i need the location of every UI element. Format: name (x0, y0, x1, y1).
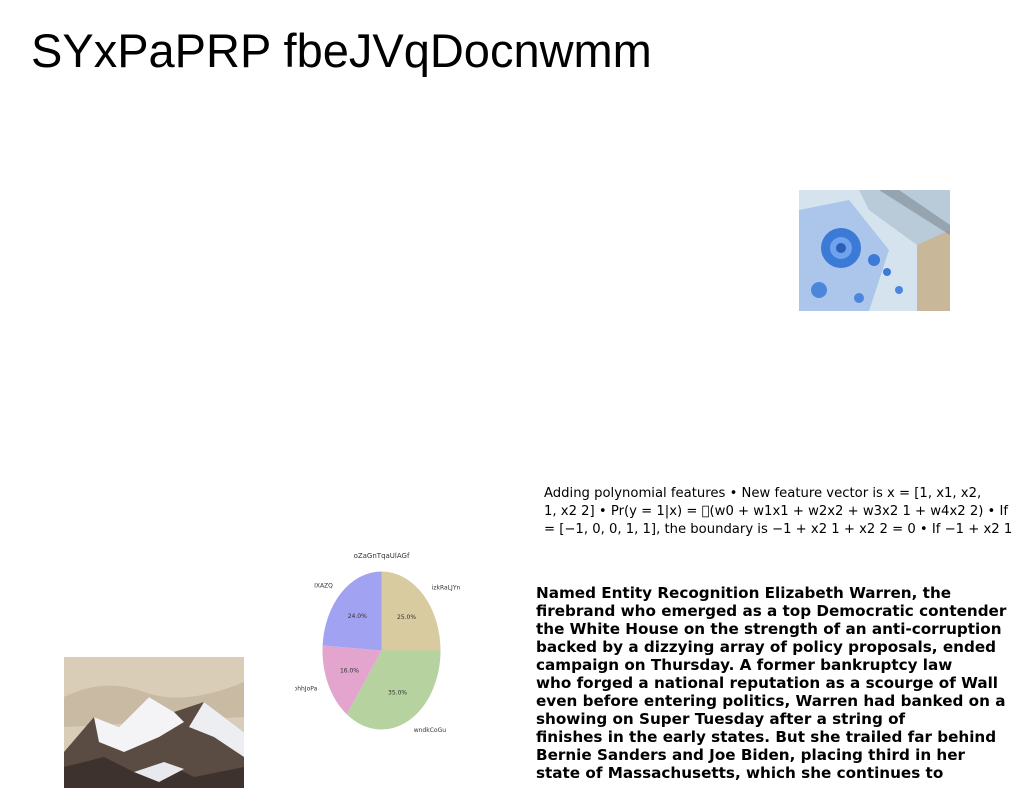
pie-chart-svg: oZaGnTqaUlAGf 25.0% izkRaLJYn 35.0% wndkCoGu… (295, 552, 460, 734)
slice-value-label: 25.0% (397, 614, 416, 621)
ner-line: Bernie Sanders and Joe Biden, placing th… (536, 746, 966, 764)
ner-line: the White House on the strength of an an… (536, 620, 1002, 638)
slice-value-label: 24.0% (348, 613, 367, 620)
polynomial-features-text: Adding polynomial features • New feature… (544, 485, 1020, 539)
slice-category-label: CohhJoPa (295, 685, 318, 692)
mountain-icon (64, 657, 244, 788)
slice-category-label: wndkCoGu (414, 727, 447, 734)
ner-line: showing on Super Tuesday after a string … (536, 710, 906, 728)
pie-slice (381, 571, 441, 651)
features-line: = [−1, 0, 0, 1, 1], the boundary is −1 +… (544, 522, 1013, 537)
ner-line: finishes in the early states. But she tr… (536, 728, 997, 746)
ner-line: even before entering politics, Warren ha… (536, 692, 1006, 710)
pie-slice (322, 645, 382, 715)
slice-category-label: izkRaLJYn (432, 585, 460, 592)
features-line: 1, x2 2] • Pr(y = 1|x) =  (w0 + w1x1 + w… (544, 504, 1009, 519)
paint-roller-image (799, 190, 950, 311)
snowy-mountain-image (64, 657, 244, 788)
ner-line: state of Massachusetts, which she contin… (536, 764, 944, 782)
features-line: Adding polynomial features • New feature… (544, 486, 982, 501)
ner-line: who forged a national reputation as a sc… (536, 674, 999, 692)
ner-text-block: Named Entity Recognition Elizabeth Warre… (536, 584, 1024, 782)
ner-line: Named Entity Recognition Elizabeth Warre… (536, 584, 952, 602)
pie-slice (346, 650, 441, 730)
ner-line: campaign on Thursday. A former bankruptc… (536, 656, 953, 674)
pie-chart: oZaGnTqaUlAGf 25.0% izkRaLJYn 35.0% wndkCoGu… (295, 545, 460, 740)
chart-title: oZaGnTqaUlAGf (354, 552, 410, 560)
ner-line: firebrand who emerged as a top Democrati… (536, 602, 1007, 620)
page-title: SYxPaPRP fbeJVqDocnwmm (31, 24, 652, 77)
slice-category-label: IXAZQ (314, 583, 333, 590)
slice-value-label: 16.0% (340, 668, 359, 675)
slice-value-label: 35.0% (388, 690, 407, 697)
pie-slice (322, 571, 382, 651)
paint-roller-icon (799, 190, 950, 311)
ner-line: backed by a dizzying array of policy pro… (536, 638, 996, 656)
